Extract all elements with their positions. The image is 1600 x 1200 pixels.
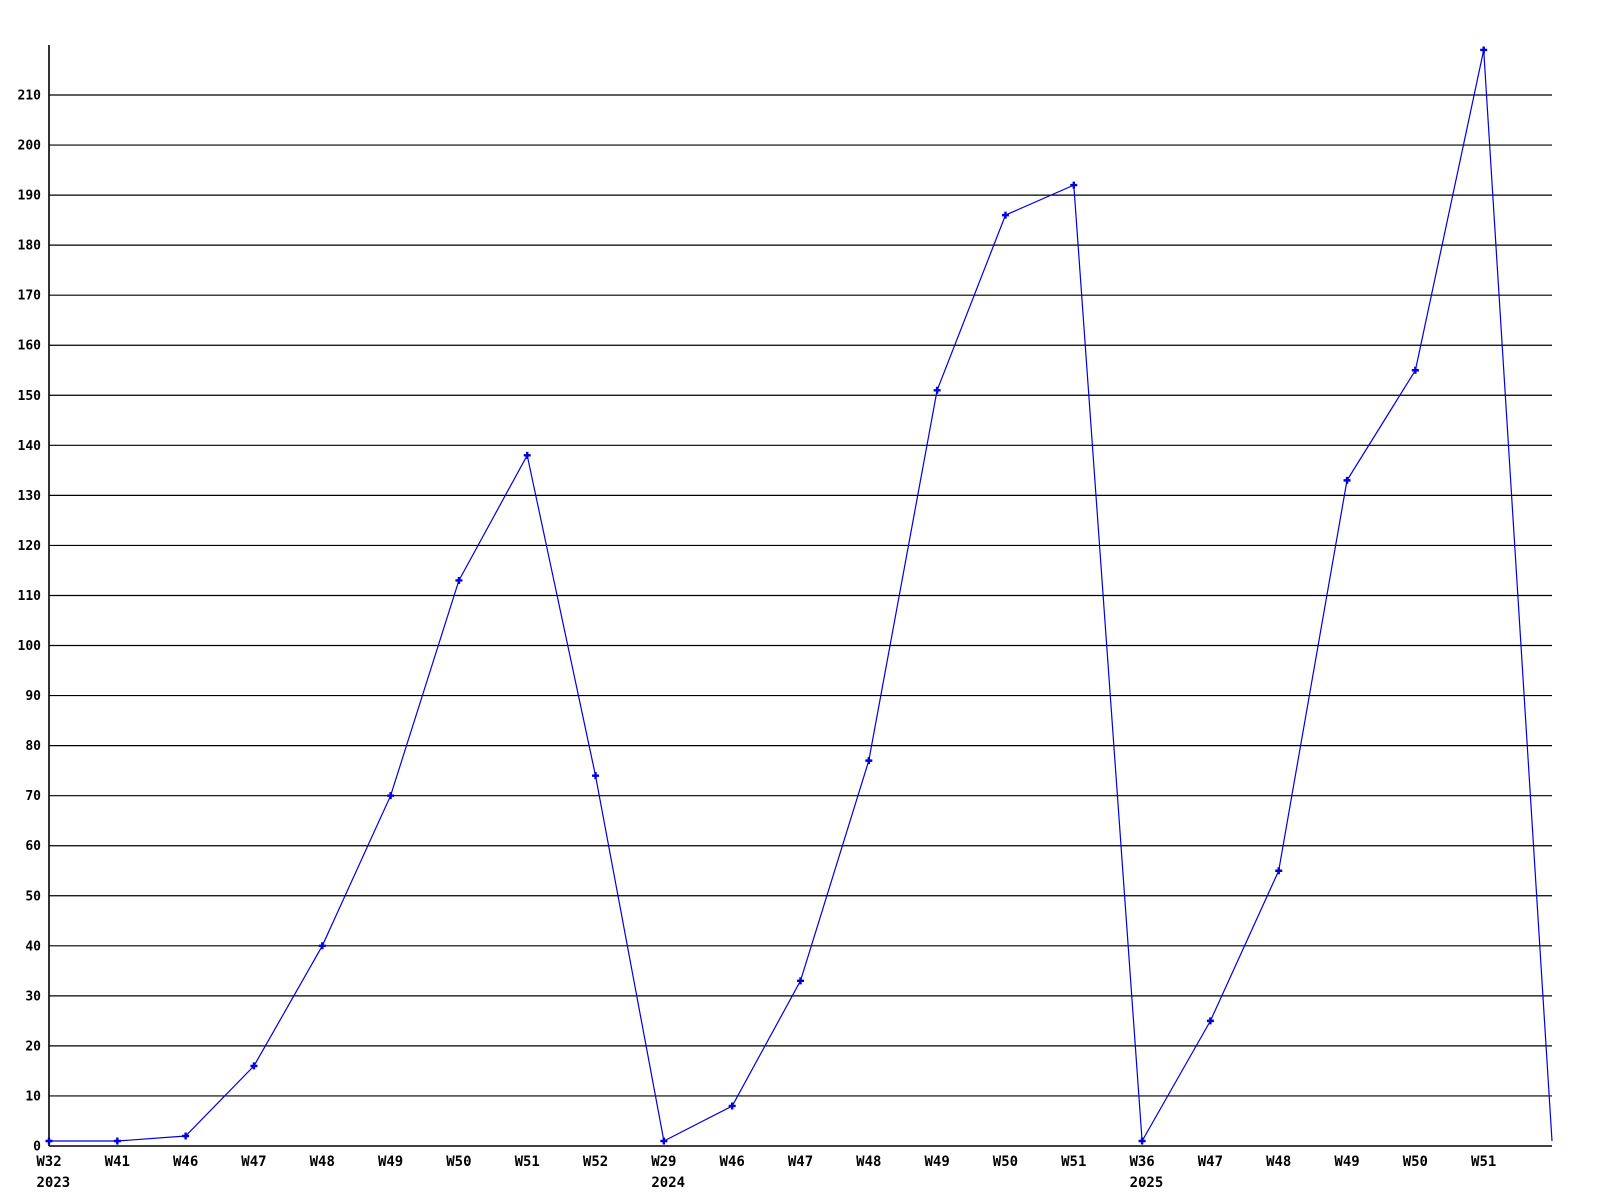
data-point-marker (592, 772, 600, 780)
y-tick-label: 170 (18, 289, 42, 304)
x-tick-label: W32 (36, 1154, 61, 1170)
x-tick-label: W47 (1198, 1154, 1223, 1170)
x-tick-label: W51 (1471, 1154, 1496, 1170)
data-point-marker (455, 576, 463, 584)
x-tick-label: W47 (788, 1154, 813, 1170)
data-point-marker (387, 792, 395, 800)
data-point-marker (1070, 181, 1078, 189)
y-tick-label: 60 (25, 839, 41, 854)
data-point-marker (1275, 867, 1283, 875)
y-tick-label: 200 (18, 139, 42, 154)
data-point-marker (1343, 476, 1351, 484)
x-tick-label: W47 (241, 1154, 266, 1170)
x-tick-label: W49 (378, 1154, 403, 1170)
data-point-marker (523, 451, 531, 459)
y-tick-label: 140 (18, 439, 42, 454)
data-point-marker (933, 386, 941, 394)
x-tick-label: W46 (173, 1154, 198, 1170)
data-point-marker (318, 942, 326, 950)
y-tick-label: 40 (25, 939, 41, 954)
y-tick-label: 10 (25, 1089, 41, 1104)
x-tick-label: W49 (1334, 1154, 1359, 1170)
y-tick-label: 70 (25, 789, 41, 804)
x-tick-label: W52 (583, 1154, 608, 1170)
y-tick-label: 130 (18, 489, 42, 504)
x-tick-label: W41 (105, 1154, 130, 1170)
x-tick-label: W48 (856, 1154, 881, 1170)
x-tick-label: W51 (1061, 1154, 1086, 1170)
data-point-marker (1001, 211, 1009, 219)
x-tick-label: W29 (651, 1154, 676, 1170)
y-tick-label: 180 (18, 239, 42, 254)
data-point-marker (1480, 46, 1488, 54)
x-tick-label: W51 (515, 1154, 540, 1170)
y-tick-label: 110 (18, 589, 42, 604)
y-tick-label: 90 (25, 689, 41, 704)
data-point-marker (1411, 366, 1419, 374)
x-tick-label: W48 (310, 1154, 335, 1170)
y-tick-label: 120 (18, 539, 42, 554)
data-point-marker (45, 1137, 53, 1145)
data-point-marker (797, 977, 804, 985)
y-tick-label: 210 (18, 89, 42, 104)
x-tick-label: W49 (924, 1154, 949, 1170)
y-tick-label: 160 (18, 339, 42, 354)
y-tick-label: 0 (33, 1140, 41, 1155)
y-tick-label: 80 (25, 739, 41, 754)
data-point-marker (728, 1102, 736, 1110)
data-point-marker (1138, 1137, 1146, 1145)
y-tick-label: 30 (25, 989, 41, 1004)
data-point-marker (182, 1132, 190, 1140)
data-point-marker (865, 757, 873, 765)
x-tick-label: W50 (446, 1154, 471, 1170)
year-label: 2023 (37, 1175, 71, 1191)
x-tick-label: W48 (1266, 1154, 1291, 1170)
data-point-marker (113, 1137, 121, 1145)
y-tick-label: 20 (25, 1039, 41, 1054)
year-label: 2025 (1130, 1175, 1164, 1191)
y-tick-label: 50 (25, 889, 41, 904)
x-tick-label: W46 (720, 1154, 745, 1170)
x-tick-label: W50 (993, 1154, 1018, 1170)
data-point-marker (660, 1137, 668, 1145)
y-tick-label: 150 (18, 389, 42, 404)
y-tick-label: 190 (18, 189, 42, 204)
data-point-marker (250, 1062, 258, 1070)
y-tick-label: 100 (18, 639, 42, 654)
x-tick-label: W36 (1129, 1154, 1154, 1170)
x-tick-label: W50 (1403, 1154, 1428, 1170)
year-label: 2024 (651, 1175, 685, 1191)
data-point-marker (1206, 1017, 1214, 1025)
